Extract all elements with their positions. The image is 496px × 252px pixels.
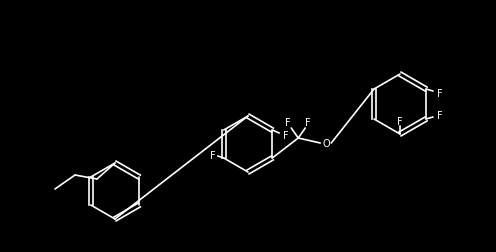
Text: F: F (210, 150, 216, 160)
Text: F: F (306, 117, 311, 128)
Text: O: O (322, 138, 330, 148)
Text: F: F (437, 89, 443, 99)
Text: F: F (283, 131, 289, 140)
Text: F: F (437, 111, 443, 120)
Text: F: F (397, 116, 403, 127)
Text: F: F (285, 117, 291, 128)
